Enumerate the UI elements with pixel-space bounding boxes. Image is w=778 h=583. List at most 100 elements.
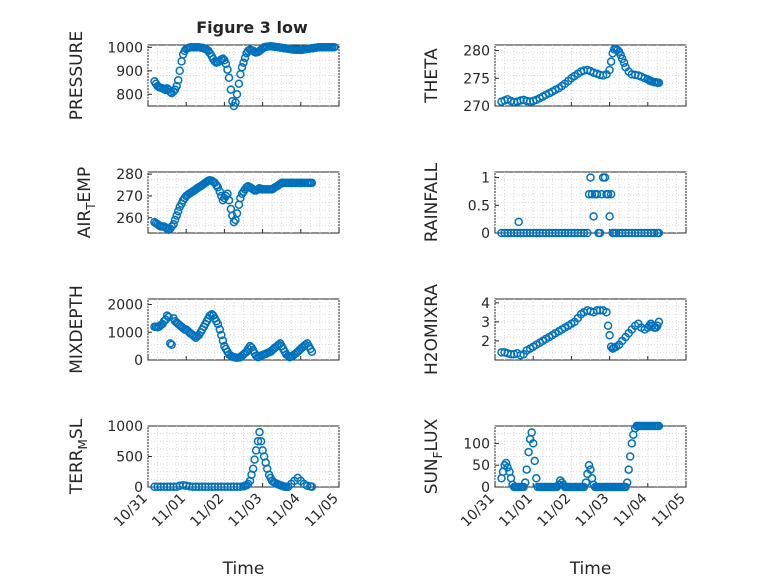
y-tick-label: 1000 [107, 40, 143, 56]
data-point [255, 427, 264, 437]
data-point [621, 482, 630, 492]
subplot-h2omixra: 2 3 4 H2OMIXRA [422, 284, 687, 375]
data-point [248, 464, 258, 473]
data-point [307, 347, 317, 356]
data-point [619, 58, 629, 67]
data-point [256, 437, 266, 446]
y-tick-label: 270 [463, 99, 490, 115]
y-tick-label: 0 [481, 480, 490, 496]
data-point [554, 228, 564, 238]
y-axis-label-main: THETA [422, 48, 442, 104]
data-point [600, 173, 610, 182]
x-tick-label: 11/02 [187, 491, 227, 531]
data-point [229, 217, 239, 227]
data-point [650, 228, 659, 238]
y-axis-label: TERRMSL [67, 418, 90, 495]
x-tick-label: 10/31 [111, 491, 151, 531]
data-point [167, 222, 176, 231]
data-point [603, 321, 613, 330]
data-point [586, 173, 595, 182]
data-point [514, 217, 523, 227]
data-point [236, 193, 245, 203]
data-point [624, 465, 633, 474]
data-point [605, 65, 614, 75]
data-point [223, 65, 232, 74]
data-point [627, 439, 637, 448]
data-point [564, 228, 573, 238]
data-point [579, 228, 589, 238]
data-point [544, 228, 554, 238]
data-point [583, 228, 592, 238]
y-axis-label-post: EMP [75, 167, 95, 203]
y-tick-label: 0 [134, 480, 143, 496]
data-point [603, 189, 613, 199]
data-point [586, 465, 595, 474]
data-point [215, 187, 225, 196]
y-axis-label-post: LUX [422, 418, 442, 451]
data-point [595, 228, 605, 238]
data-point [592, 189, 602, 199]
data-point [528, 439, 538, 448]
data-point [164, 312, 173, 322]
data-point [218, 336, 228, 345]
y-tick-label: 2 [481, 334, 490, 350]
data-point [606, 57, 616, 66]
data-point [584, 460, 594, 470]
data-point [170, 215, 180, 225]
data-point [232, 90, 242, 99]
data-point [497, 348, 506, 357]
subplot-mixdepth: 0 1000 2000 MIXDEPTH [67, 285, 340, 374]
data-point [213, 319, 223, 329]
y-tick-label: 275 [463, 71, 490, 87]
data-point [602, 308, 611, 317]
data-point [654, 317, 664, 327]
data-point [532, 474, 541, 483]
y-tick-label: 3 [481, 315, 490, 331]
y-axis-label-main: TERR [67, 449, 87, 495]
y-axis-label-main: MIXDEPTH [67, 285, 87, 374]
data-point [169, 220, 178, 229]
data-point [654, 78, 664, 87]
subplot-theta: 270 275 280 THETA [422, 44, 687, 115]
subplot-pressure: 800 900 1000 PRESSURE [67, 31, 340, 120]
data-point [535, 228, 544, 238]
data-point [165, 339, 175, 348]
subplot-rainfall: 0 0.5 1 RAINFALL [422, 162, 687, 242]
y-tick-label: 100 [463, 436, 490, 452]
y-axis-label-main: AIR [75, 210, 95, 239]
data-point [530, 456, 539, 466]
y-axis-label-main: PRESSURE [67, 31, 87, 120]
data-point [231, 98, 240, 107]
data-point [224, 73, 234, 83]
data-point [237, 63, 247, 72]
y-tick-label: 4 [481, 296, 490, 312]
data-point [159, 482, 169, 491]
y-tick-label: 500 [116, 450, 143, 466]
data-point [519, 482, 528, 492]
x-tick-label: 11/05 [302, 491, 342, 531]
data-point [592, 306, 602, 315]
y-axis-label-sub: T [84, 202, 98, 211]
data-point [172, 211, 181, 220]
y-tick-label: 0 [134, 353, 143, 369]
data-point [605, 330, 614, 340]
data-point [307, 178, 317, 188]
data-point [173, 206, 183, 216]
y-tick-label: 0.5 [468, 198, 490, 214]
data-point [226, 85, 236, 94]
data-point [589, 212, 598, 221]
data-point [616, 50, 625, 60]
data-point [207, 482, 217, 491]
data-point [188, 482, 197, 491]
data-point [189, 332, 199, 341]
data-point [527, 428, 536, 437]
data-point [654, 228, 664, 238]
y-tick-label: 1 [481, 171, 490, 187]
data-point [217, 482, 226, 491]
data-point [172, 81, 181, 91]
data-point [215, 325, 225, 334]
y-axis-label-sub: F [431, 451, 445, 458]
